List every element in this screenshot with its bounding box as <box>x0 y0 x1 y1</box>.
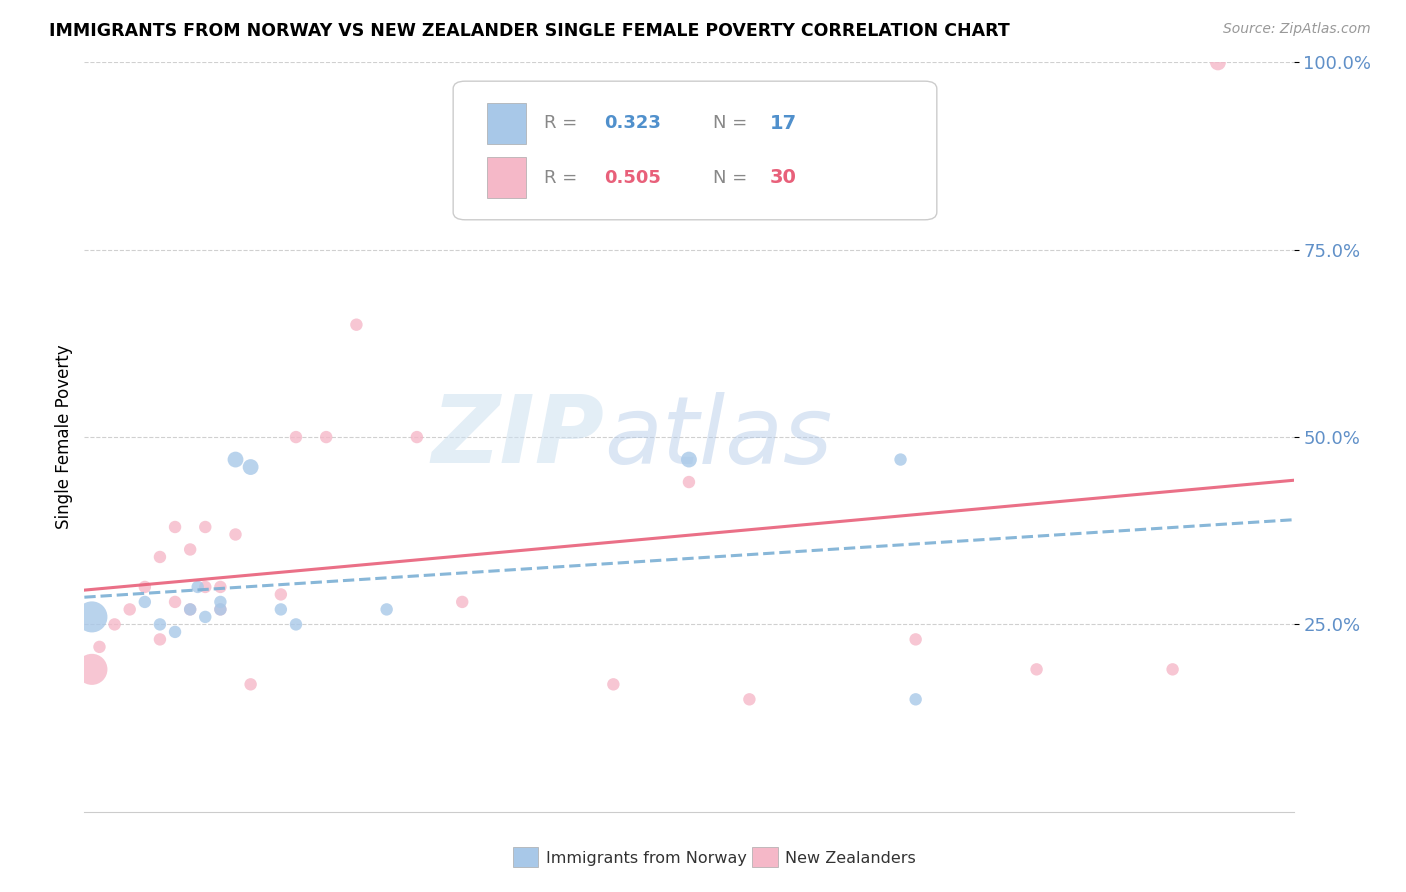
Text: R =: R = <box>544 169 576 186</box>
FancyBboxPatch shape <box>486 157 526 198</box>
Text: N =: N = <box>713 114 748 132</box>
Text: 0.505: 0.505 <box>605 169 661 186</box>
Bar <box>513 847 538 867</box>
Point <box>149 549 172 564</box>
Text: Source: ZipAtlas.com: Source: ZipAtlas.com <box>1223 22 1371 37</box>
Point <box>134 580 156 594</box>
FancyBboxPatch shape <box>486 103 526 144</box>
Point <box>165 520 187 534</box>
Point <box>209 595 232 609</box>
Point <box>179 602 201 616</box>
Point <box>80 610 103 624</box>
Point <box>451 595 474 609</box>
Point <box>678 452 700 467</box>
Point <box>225 452 247 467</box>
Point <box>375 602 398 616</box>
Text: R =: R = <box>544 114 576 132</box>
Point <box>194 610 217 624</box>
Point <box>179 542 201 557</box>
Point <box>1206 55 1229 70</box>
Point <box>602 677 624 691</box>
Point <box>209 580 232 594</box>
Point <box>315 430 337 444</box>
Point <box>904 692 927 706</box>
Text: ZIP: ZIP <box>432 391 605 483</box>
FancyBboxPatch shape <box>453 81 936 219</box>
Point <box>239 460 262 475</box>
Point <box>346 318 368 332</box>
Point <box>165 624 187 639</box>
Point <box>118 602 141 616</box>
Point <box>165 595 187 609</box>
Point <box>904 632 927 647</box>
Point <box>285 430 308 444</box>
Text: 0.323: 0.323 <box>605 114 661 132</box>
Point <box>209 602 232 616</box>
Point <box>104 617 127 632</box>
Point <box>225 527 247 541</box>
Point <box>209 602 232 616</box>
Point <box>80 662 103 676</box>
Point <box>406 430 429 444</box>
Point <box>1025 662 1047 676</box>
Point <box>194 520 217 534</box>
Point <box>134 595 156 609</box>
Text: N =: N = <box>713 169 748 186</box>
Point <box>890 452 912 467</box>
Point <box>270 587 292 601</box>
Text: New Zealanders: New Zealanders <box>785 851 915 865</box>
Point <box>194 580 217 594</box>
Point <box>187 580 209 594</box>
Point <box>149 632 172 647</box>
Text: 17: 17 <box>770 114 797 133</box>
Point <box>678 475 700 489</box>
Bar <box>752 847 778 867</box>
Point <box>1161 662 1184 676</box>
Text: atlas: atlas <box>605 392 832 483</box>
Text: Immigrants from Norway: Immigrants from Norway <box>546 851 747 865</box>
Point <box>738 692 761 706</box>
Text: IMMIGRANTS FROM NORWAY VS NEW ZEALANDER SINGLE FEMALE POVERTY CORRELATION CHART: IMMIGRANTS FROM NORWAY VS NEW ZEALANDER … <box>49 22 1010 40</box>
Point <box>89 640 111 654</box>
Point <box>239 677 262 691</box>
Point <box>179 602 201 616</box>
Point <box>285 617 308 632</box>
Text: 30: 30 <box>770 169 797 187</box>
Point <box>149 617 172 632</box>
Y-axis label: Single Female Poverty: Single Female Poverty <box>55 345 73 529</box>
Point <box>270 602 292 616</box>
